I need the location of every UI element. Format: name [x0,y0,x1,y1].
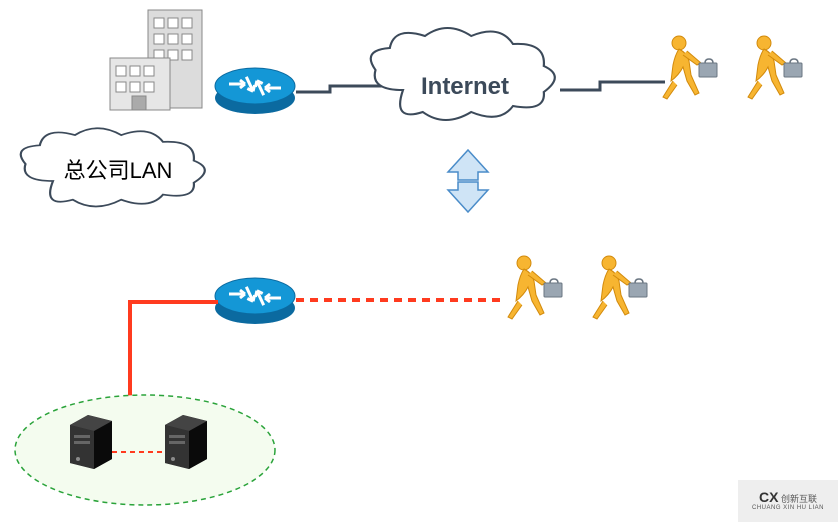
link-router-to-servers [130,302,218,402]
internet-label: Internet [421,73,509,100]
hq-lan-label: 总公司LAN [64,158,173,183]
remote-users-bottom [508,256,647,319]
watermark: CX 创新互联 CHUANG XIN HU LIAN [738,480,838,522]
server-zone [15,395,275,505]
watermark-line2: CHUANG XIN HU LIAN [752,505,824,512]
mapping-arrow-icon [448,150,488,212]
remote-users-top [663,36,802,99]
hq-building [110,10,202,110]
hq-router-icon [215,68,295,114]
watermark-line1: 创新互联 [781,494,817,504]
bottom-router-icon [215,278,295,324]
watermark-logo: CX [759,489,778,505]
link-hq-to-internet [296,86,395,92]
server-2-icon [165,415,207,469]
link-internet-to-users [560,82,665,90]
server-1-icon [70,415,112,469]
